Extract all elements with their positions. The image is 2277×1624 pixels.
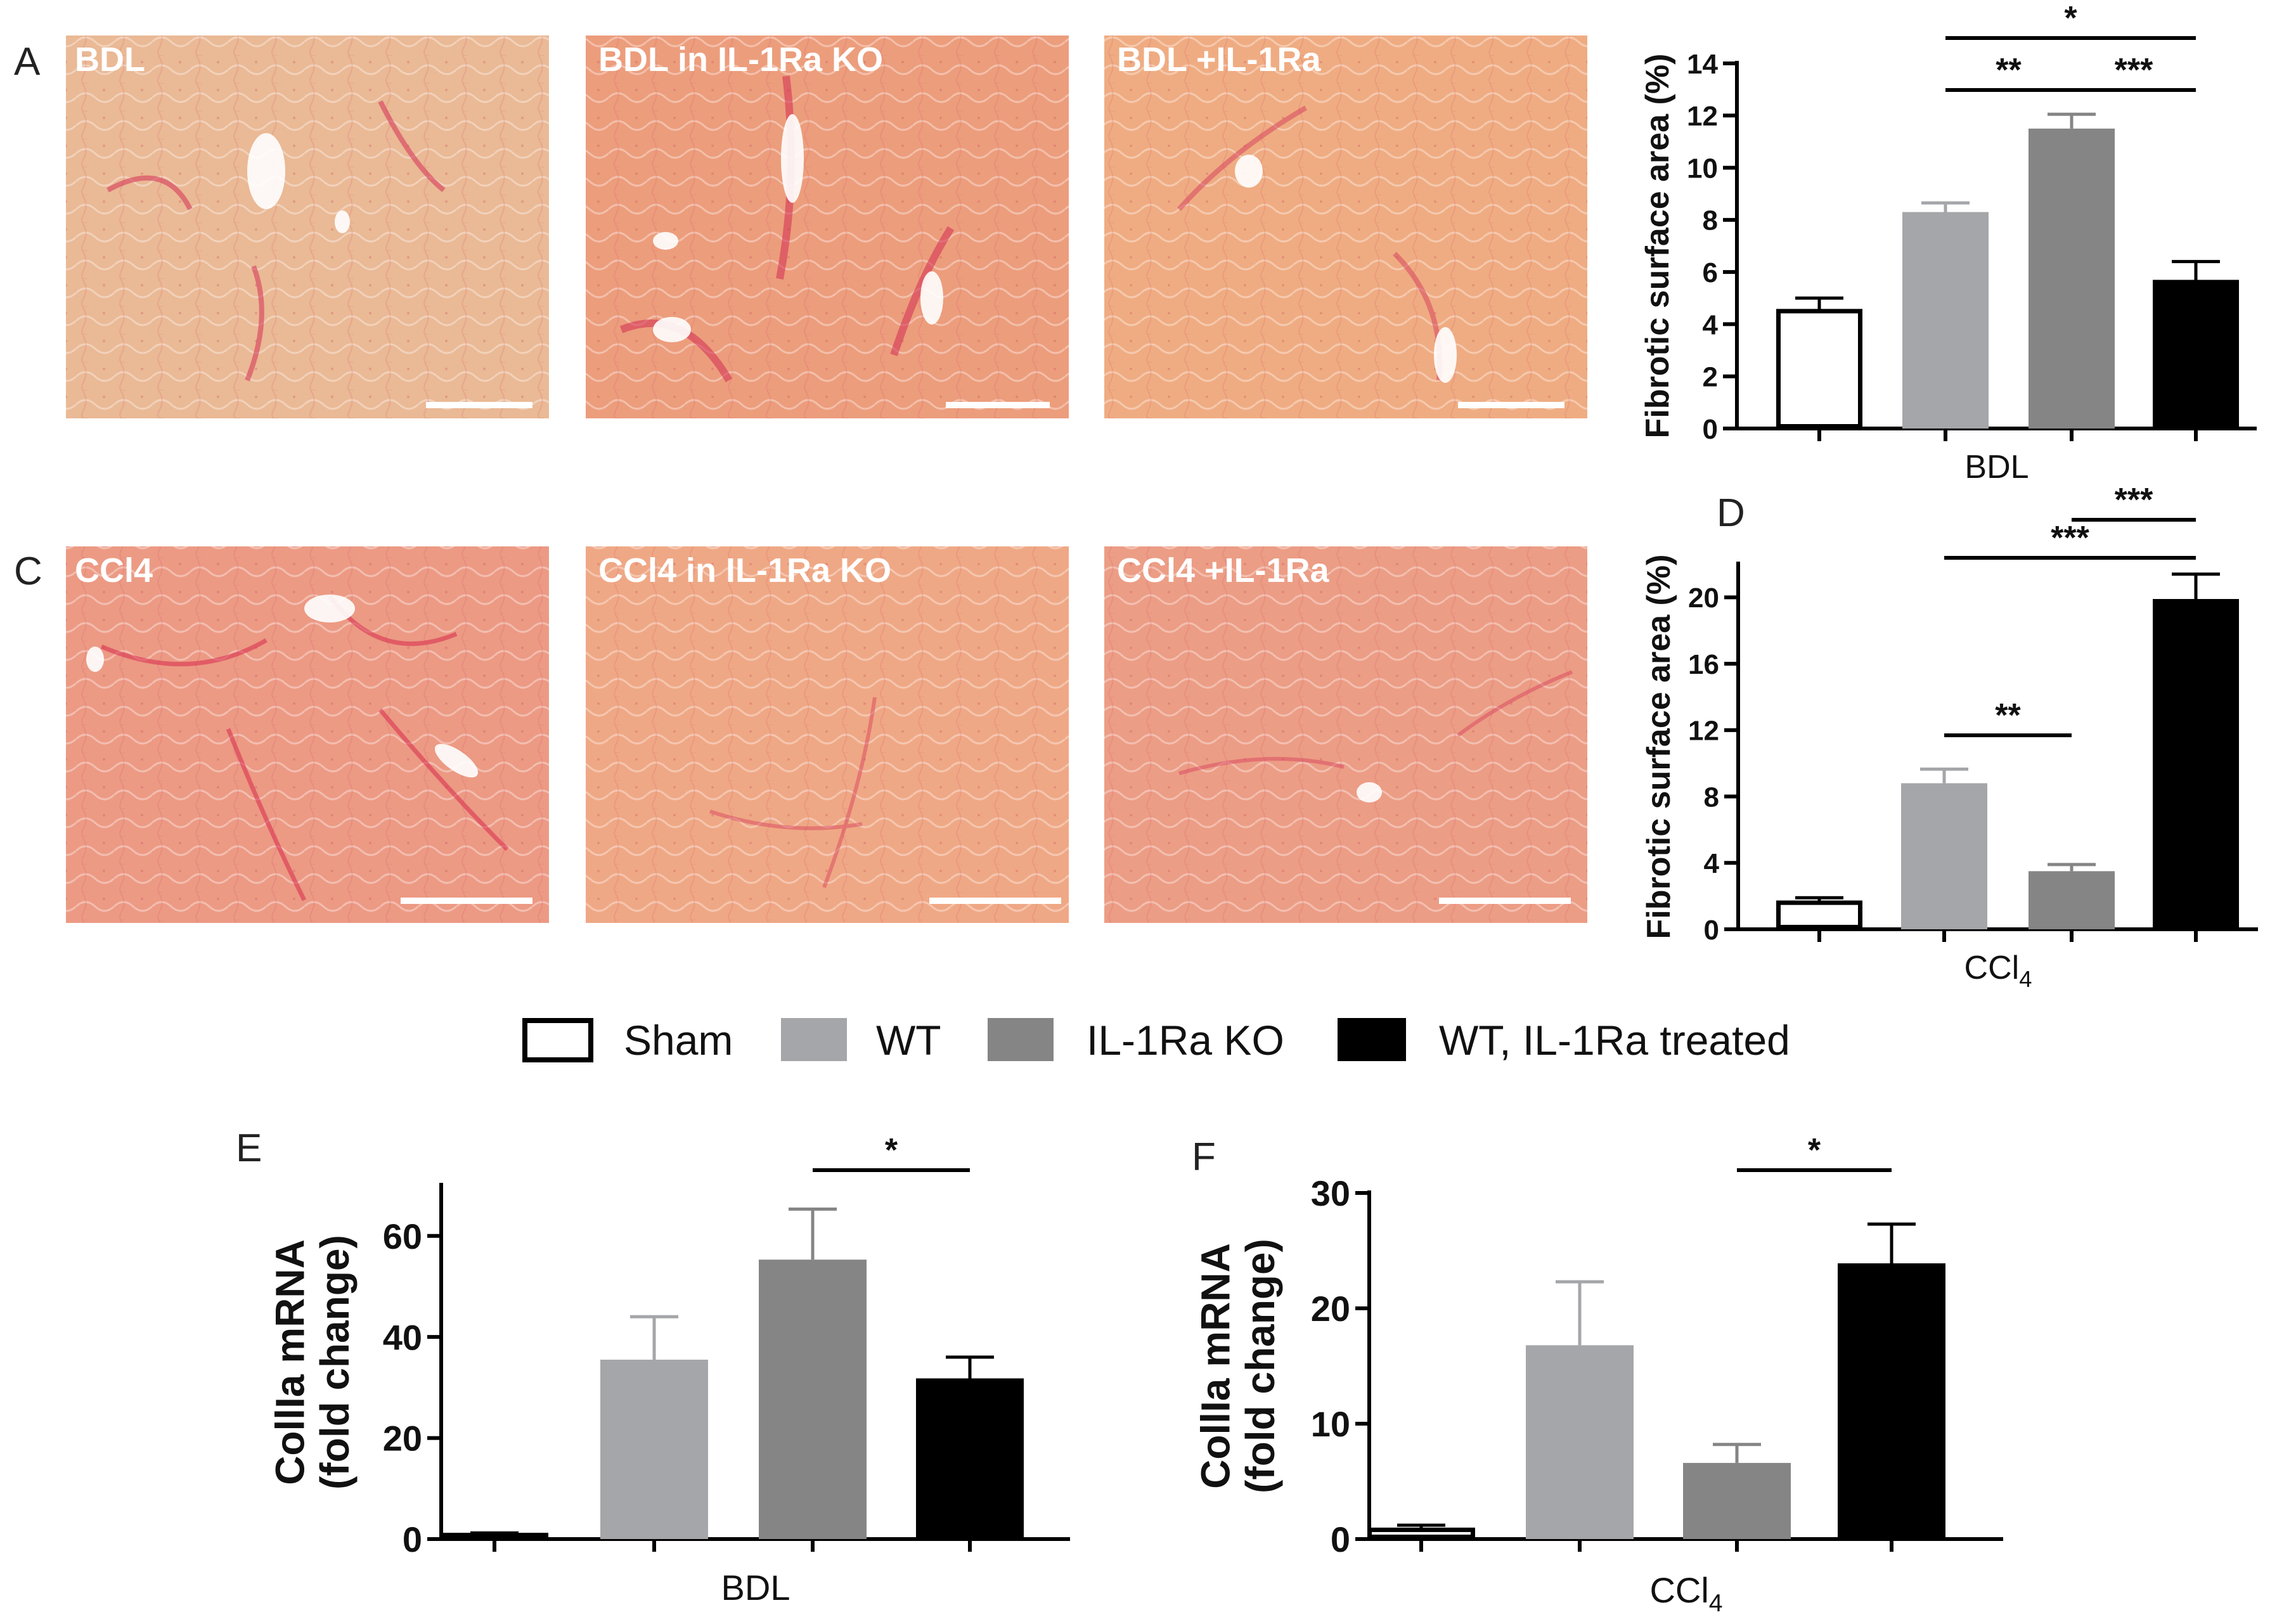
- legend-label-ko: IL-1Ra KO: [1087, 1017, 1284, 1064]
- micrograph-bdl-il1ra-ko: BDL in IL-1Ra KO: [586, 35, 1069, 418]
- bar-wt-il-1ra-treated: [916, 1378, 1024, 1539]
- significance-label: ***: [2115, 482, 2153, 519]
- bar-wt: [1901, 783, 1987, 929]
- bar-wt-il-1ra-treated: [2153, 280, 2239, 429]
- significance-label: *: [1808, 1132, 1821, 1169]
- y-tick-label: 10: [1687, 153, 1718, 184]
- legend-label-treated: WT, IL-1Ra treated: [1439, 1017, 1790, 1064]
- bar-wt-il-1ra-treated: [2153, 598, 2239, 929]
- micrograph-bdl-il1ra: BDL +IL-1Ra: [1104, 35, 1587, 418]
- panel-letter-f: F: [1192, 1135, 1216, 1179]
- x-axis-label: CCl4: [1964, 950, 2032, 992]
- y-tick-label: 0: [1703, 414, 1718, 445]
- bar-il-1ra-ko: [1683, 1462, 1791, 1539]
- x-axis-label: BDL: [721, 1568, 790, 1608]
- y-tick-label: 0: [1331, 1519, 1350, 1559]
- x-axis-label: CCl4: [1649, 1570, 1722, 1617]
- y-tick-label: 60: [383, 1216, 422, 1256]
- micrograph-label: BDL in IL-1Ra KO: [598, 41, 883, 79]
- micrograph-ccl4-il1ra-ko: CCl4 in IL-1Ra KO: [586, 546, 1069, 923]
- x-axis-label: BDL: [1964, 449, 2029, 486]
- scale-bar: [1458, 402, 1564, 408]
- legend-label-sham: Sham: [624, 1017, 733, 1064]
- panel-letter-d: D: [1717, 491, 1745, 535]
- bar-sham: [1776, 900, 1862, 930]
- scale-bar: [401, 898, 532, 904]
- panel-letter-e: E: [236, 1126, 262, 1170]
- chart-ccl4-colla-mrna: 0 10 20 30 * CollIa mRNA(fold change) CCl4: [1193, 1132, 2003, 1617]
- y-tick-label: 10: [1311, 1404, 1350, 1444]
- significance-label: *: [885, 1132, 898, 1169]
- significance-label: ***: [2051, 520, 2089, 557]
- y-axis-label: Fibrotic surface area (%): [1639, 54, 1676, 439]
- y-tick-label: 20: [1311, 1289, 1350, 1329]
- scale-bar: [946, 402, 1050, 408]
- bar-wt: [600, 1360, 708, 1539]
- y-tick-label: 12: [1688, 716, 1719, 747]
- scale-bar: [426, 402, 532, 408]
- y-tick-label: 30: [1311, 1173, 1350, 1213]
- legend-swatch-wt: [781, 1018, 847, 1061]
- y-tick-label: 14: [1687, 49, 1718, 80]
- micrograph-ccl4: CCl4: [66, 546, 549, 923]
- scale-bar: [1439, 898, 1571, 904]
- y-tick-label: 4: [1704, 848, 1720, 879]
- legend-swatch-ko: [988, 1018, 1054, 1061]
- y-tick-label: 16: [1688, 649, 1719, 680]
- bar-sham: [1367, 1527, 1475, 1539]
- bar-il-1ra-ko: [2029, 128, 2115, 429]
- y-tick-label: 20: [1688, 583, 1719, 614]
- micrograph-label: BDL +IL-1Ra: [1117, 41, 1322, 79]
- bar-il-1ra-ko: [2029, 871, 2115, 929]
- micrograph-label: BDL: [75, 41, 145, 79]
- significance-label: **: [1996, 52, 2022, 89]
- y-tick-label: 6: [1703, 257, 1718, 288]
- scale-bar: [929, 898, 1061, 904]
- y-tick-label: 8: [1703, 205, 1718, 236]
- y-tick-label: 0: [1704, 915, 1719, 946]
- y-tick-label: 12: [1687, 101, 1718, 132]
- significance-label: **: [1995, 697, 2021, 734]
- micrograph-label: CCl4: [75, 551, 153, 590]
- bar-sham: [441, 1533, 548, 1539]
- legend-swatch-treated: [1338, 1018, 1406, 1061]
- y-axis-label: CollIa mRNA(fold change): [268, 1235, 358, 1490]
- y-tick-label: 40: [383, 1317, 422, 1357]
- micrograph-label: CCl4 +IL-1Ra: [1117, 551, 1330, 590]
- chart-bdl-colla-mrna: 0 20 40 60 * CollIa mRNA(fold change) BDL: [268, 1132, 1070, 1608]
- legend: Sham WT IL-1Ra KO WT, IL-1Ra treated: [522, 1017, 1790, 1064]
- bar-il-1ra-ko: [759, 1260, 867, 1539]
- micrograph-bdl: BDL: [66, 35, 549, 418]
- bar-sham: [1776, 309, 1862, 429]
- micrograph-ccl4-il1ra: CCl4 +IL-1Ra: [1104, 546, 1587, 923]
- bar-wt: [1902, 212, 1989, 429]
- y-tick-label: 0: [403, 1519, 422, 1559]
- significance-label: *: [2064, 0, 2077, 37]
- y-tick-label: 2: [1703, 362, 1718, 393]
- legend-swatch-sham: [522, 1018, 593, 1062]
- panel-letter-c: C: [14, 550, 42, 593]
- bar-wt-il-1ra-treated: [1838, 1263, 1945, 1539]
- y-axis-label: Fibrotic surface area (%): [1641, 555, 1677, 939]
- y-axis-label: CollIa mRNA(fold change): [1193, 1239, 1283, 1493]
- y-tick-label: 8: [1704, 782, 1719, 813]
- significance-label: ***: [2115, 52, 2153, 89]
- y-tick-label: 20: [383, 1419, 422, 1459]
- micrograph-label: CCl4 in IL-1Ra KO: [598, 551, 891, 590]
- legend-label-wt: WT: [876, 1017, 941, 1064]
- y-tick-label: 4: [1703, 309, 1719, 340]
- bar-wt: [1526, 1345, 1634, 1539]
- panel-letter-a: A: [14, 40, 41, 84]
